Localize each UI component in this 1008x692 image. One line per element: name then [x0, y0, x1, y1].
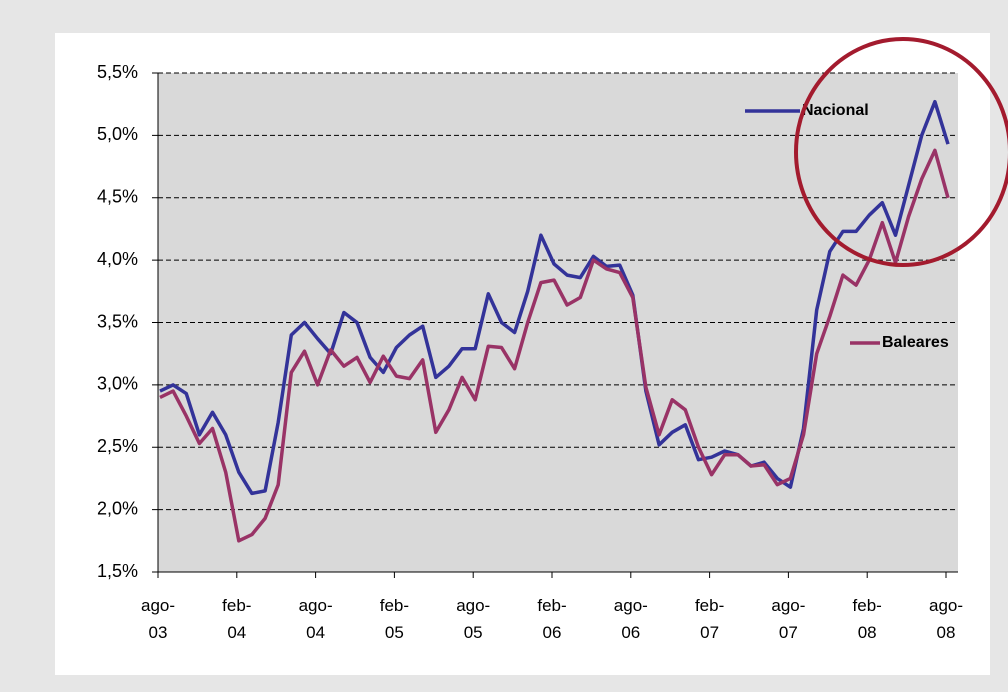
- y-tick-label: 5,5%: [97, 62, 138, 82]
- x-tick-label: ago-03: [141, 596, 176, 642]
- series-line: [159, 99, 950, 496]
- y-tick-label: 5,0%: [97, 124, 138, 144]
- x-tick-label: ago-05: [456, 596, 491, 642]
- y-tick-label: 3,5%: [97, 311, 138, 331]
- legend-label: Nacional: [802, 102, 869, 119]
- y-tick-label: 3,0%: [97, 374, 138, 394]
- legend-label: Baleares: [882, 334, 949, 351]
- x-tick-label: ago-06: [613, 596, 648, 642]
- x-tick-label: ago-04: [298, 596, 333, 642]
- series-line: [159, 148, 950, 543]
- x-tick-label: feb-08: [852, 596, 882, 642]
- y-tick-label: 1,5%: [97, 561, 138, 581]
- y-tick-label: 2,0%: [97, 498, 138, 518]
- highlight-circle: [794, 37, 1008, 267]
- y-tick-label: 4,0%: [97, 249, 138, 269]
- y-tick-label: 4,5%: [97, 187, 138, 207]
- x-tick-label: feb-07: [694, 596, 725, 642]
- x-tick-label: feb-05: [379, 596, 410, 642]
- x-tick-label: ago-08: [929, 596, 964, 642]
- x-tick-label: feb-06: [537, 596, 567, 642]
- x-tick-label: feb-04: [222, 596, 252, 642]
- y-tick-label: 2,5%: [97, 436, 138, 456]
- x-tick-label: ago-07: [771, 596, 806, 642]
